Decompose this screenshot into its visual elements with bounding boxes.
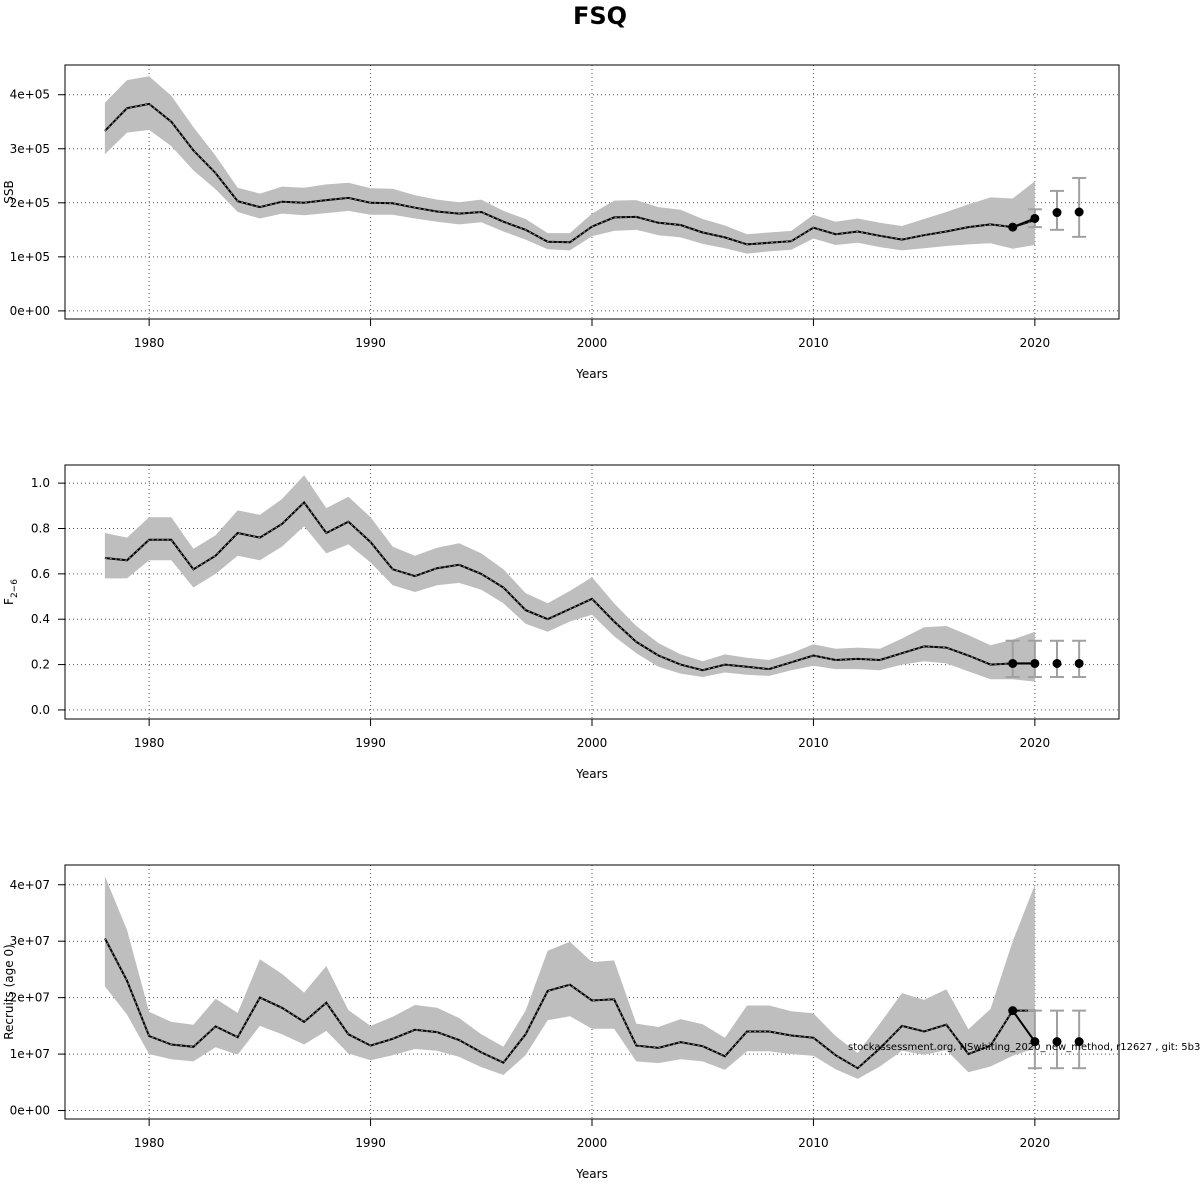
fbar-ylabel: F2−6 xyxy=(2,579,20,605)
footer-note: stockassessment.org, NSwhiting_2020_new_… xyxy=(848,1042,1200,1053)
fbar-estimate-dots xyxy=(104,501,1035,671)
ssb-ytick-label-4: 4e+05 xyxy=(10,88,50,102)
ssb-xtick-label-2010: 2010 xyxy=(798,336,829,350)
ssb-xlabel: Years xyxy=(575,367,608,381)
ssb-xtick-label-1990: 1990 xyxy=(355,336,386,350)
recruits-xtick-label-2020: 2020 xyxy=(1020,1136,1051,1150)
fbar-forecast-errorbar-2020 xyxy=(1027,639,1042,679)
ssb-ytick-label-1: 1e+05 xyxy=(10,250,50,264)
fbar-forecast-point-2021 xyxy=(1052,658,1062,668)
figure-title: FSQ xyxy=(573,2,627,30)
ssb-xtick-label-1980: 1980 xyxy=(134,336,165,350)
recruits-forecast-point-2021 xyxy=(1052,1037,1062,1047)
ssb-ytick-label-2: 2e+05 xyxy=(10,196,50,210)
ssb-estimate-line xyxy=(104,102,1036,246)
fbar-xlabel: Years xyxy=(575,767,608,781)
recruits-xtick-label-1990: 1990 xyxy=(355,1136,386,1150)
fbar-forecast-errorbar-2022 xyxy=(1072,639,1087,679)
recruits-ytick-label-1: 1e+07 xyxy=(10,1047,50,1061)
fbar-xtick-label-2020: 2020 xyxy=(1020,736,1051,750)
fbar-forecast-errorbar-2019 xyxy=(1005,639,1020,679)
fbar-ytick-label-1: 0.2 xyxy=(31,658,50,672)
ssb-ytick-label-0: 0e+00 xyxy=(10,304,50,318)
fbar-xtick-label-2010: 2010 xyxy=(798,736,829,750)
ssb-ylabel: SSB xyxy=(2,180,16,203)
recruits-xlabel: Years xyxy=(575,1167,608,1181)
ssb-forecast-point-2022 xyxy=(1074,207,1084,217)
recruits-forecast-connector xyxy=(1011,1010,1036,1043)
ssb-confidence-band xyxy=(104,76,1035,254)
ssb-ytick-label-3: 3e+05 xyxy=(10,142,50,156)
recruits-ytick-label-0: 0e+00 xyxy=(10,1104,50,1118)
recruits-ytick-label-3: 3e+07 xyxy=(10,934,50,948)
recruits-forecast-point-2022 xyxy=(1074,1037,1084,1047)
panels: 1980 1990 2000 2010 2020 0e+00 1e+05 2e+05 3e+05… xyxy=(2,64,1120,1181)
recruits-ytick-label-4: 4e+07 xyxy=(10,878,50,892)
recruits-xtick-label-2000: 2000 xyxy=(577,1136,608,1150)
recruits-xtick-label-1980: 1980 xyxy=(134,1136,165,1150)
recruits-estimate-line xyxy=(104,937,1035,1070)
fbar-xtick-label-1990: 1990 xyxy=(355,736,386,750)
ssb-forecast-connector xyxy=(1012,217,1036,229)
ssb-forecast-point-2021 xyxy=(1052,208,1062,218)
ssb-xtick-label-2000: 2000 xyxy=(577,336,608,350)
ssb-estimate-dots xyxy=(104,103,1036,245)
fbar-forecast-point-2022 xyxy=(1074,658,1084,668)
fbar-forecast-errorbar-2021 xyxy=(1050,639,1064,679)
ssb-panel: 1980 1990 2000 2010 2020 0e+00 1e+05 2e+05 3e+05… xyxy=(2,64,1120,381)
fbar-ytick-label-0: 0.0 xyxy=(31,703,50,717)
fbar-xtick-label-2000: 2000 xyxy=(577,736,608,750)
fbar-xtick-label-1980: 1980 xyxy=(134,736,165,750)
fbar-ytick-label-3: 0.6 xyxy=(31,567,50,581)
recruits-ytick-label-2: 2e+07 xyxy=(10,991,50,1005)
recruits-ylabel: Recruits (age 0) xyxy=(2,944,16,1040)
fbar-ytick-label-5: 1.0 xyxy=(31,476,50,490)
fbar-ytick-label-4: 0.8 xyxy=(31,522,50,536)
recruits-xtick-label-2010: 2010 xyxy=(798,1136,829,1150)
fbar-panel: 1980 1990 2000 2010 2020 0.0 0.2 0.4 0.6 0.8 1.0 Ye… xyxy=(2,464,1120,781)
recruits-confidence-band xyxy=(104,876,1035,1079)
fbar-ytick-label-2: 0.4 xyxy=(31,612,50,626)
recruits-panel: 1980 1990 2000 2010 2020 0e+00 1e+07 2e+07 3e+07… xyxy=(2,864,1120,1181)
fbar-confidence-band xyxy=(104,475,1035,682)
ssb-xtick-label-2020: 2020 xyxy=(1020,336,1051,350)
ssb-forecast-errorbar-2022 xyxy=(1072,176,1087,238)
